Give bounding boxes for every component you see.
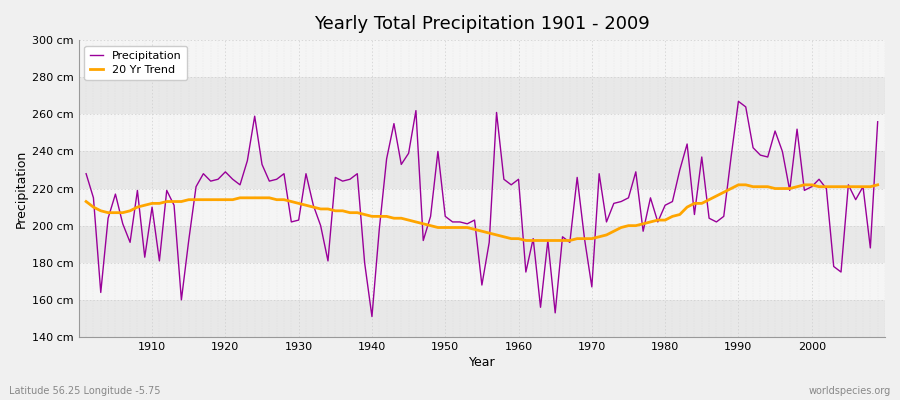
Precipitation [513, 177, 524, 182]
Bar [79, 40, 885, 77]
Y-axis label: Precipitation: Precipitation [15, 150, 28, 228]
Line: 20 Yr Trend: 20 Yr Trend [86, 185, 878, 240]
Legend: Precipitation, 20 Yr Trend: Precipitation, 20 Yr Trend [85, 46, 187, 80]
Precipitation [345, 177, 356, 182]
Bar [79, 188, 885, 226]
20 Yr Trend [513, 236, 524, 241]
Bar [79, 77, 885, 114]
Precipitation [872, 119, 883, 124]
Precipitation [608, 201, 619, 206]
X-axis label: Year: Year [469, 356, 495, 369]
20 Yr Trend [345, 210, 356, 215]
20 Yr Trend [81, 199, 92, 204]
20 Yr Trend [520, 238, 531, 243]
20 Yr Trend [140, 203, 150, 208]
Precipitation [301, 171, 311, 176]
Title: Yearly Total Precipitation 1901 - 2009: Yearly Total Precipitation 1901 - 2009 [314, 15, 650, 33]
20 Yr Trend [301, 203, 311, 208]
20 Yr Trend [733, 182, 743, 187]
20 Yr Trend [872, 182, 883, 187]
Text: Latitude 56.25 Longitude -5.75: Latitude 56.25 Longitude -5.75 [9, 386, 160, 396]
Precipitation [366, 314, 377, 319]
Precipitation [140, 255, 150, 260]
Bar [79, 300, 885, 337]
20 Yr Trend [608, 229, 619, 234]
Precipitation [520, 270, 531, 274]
20 Yr Trend [506, 236, 517, 241]
Precipitation [81, 171, 92, 176]
Bar [79, 152, 885, 188]
Bar [79, 263, 885, 300]
Precipitation [733, 99, 743, 104]
Line: Precipitation: Precipitation [86, 101, 878, 316]
Bar [79, 226, 885, 263]
Text: worldspecies.org: worldspecies.org [809, 386, 891, 396]
Bar [79, 114, 885, 152]
